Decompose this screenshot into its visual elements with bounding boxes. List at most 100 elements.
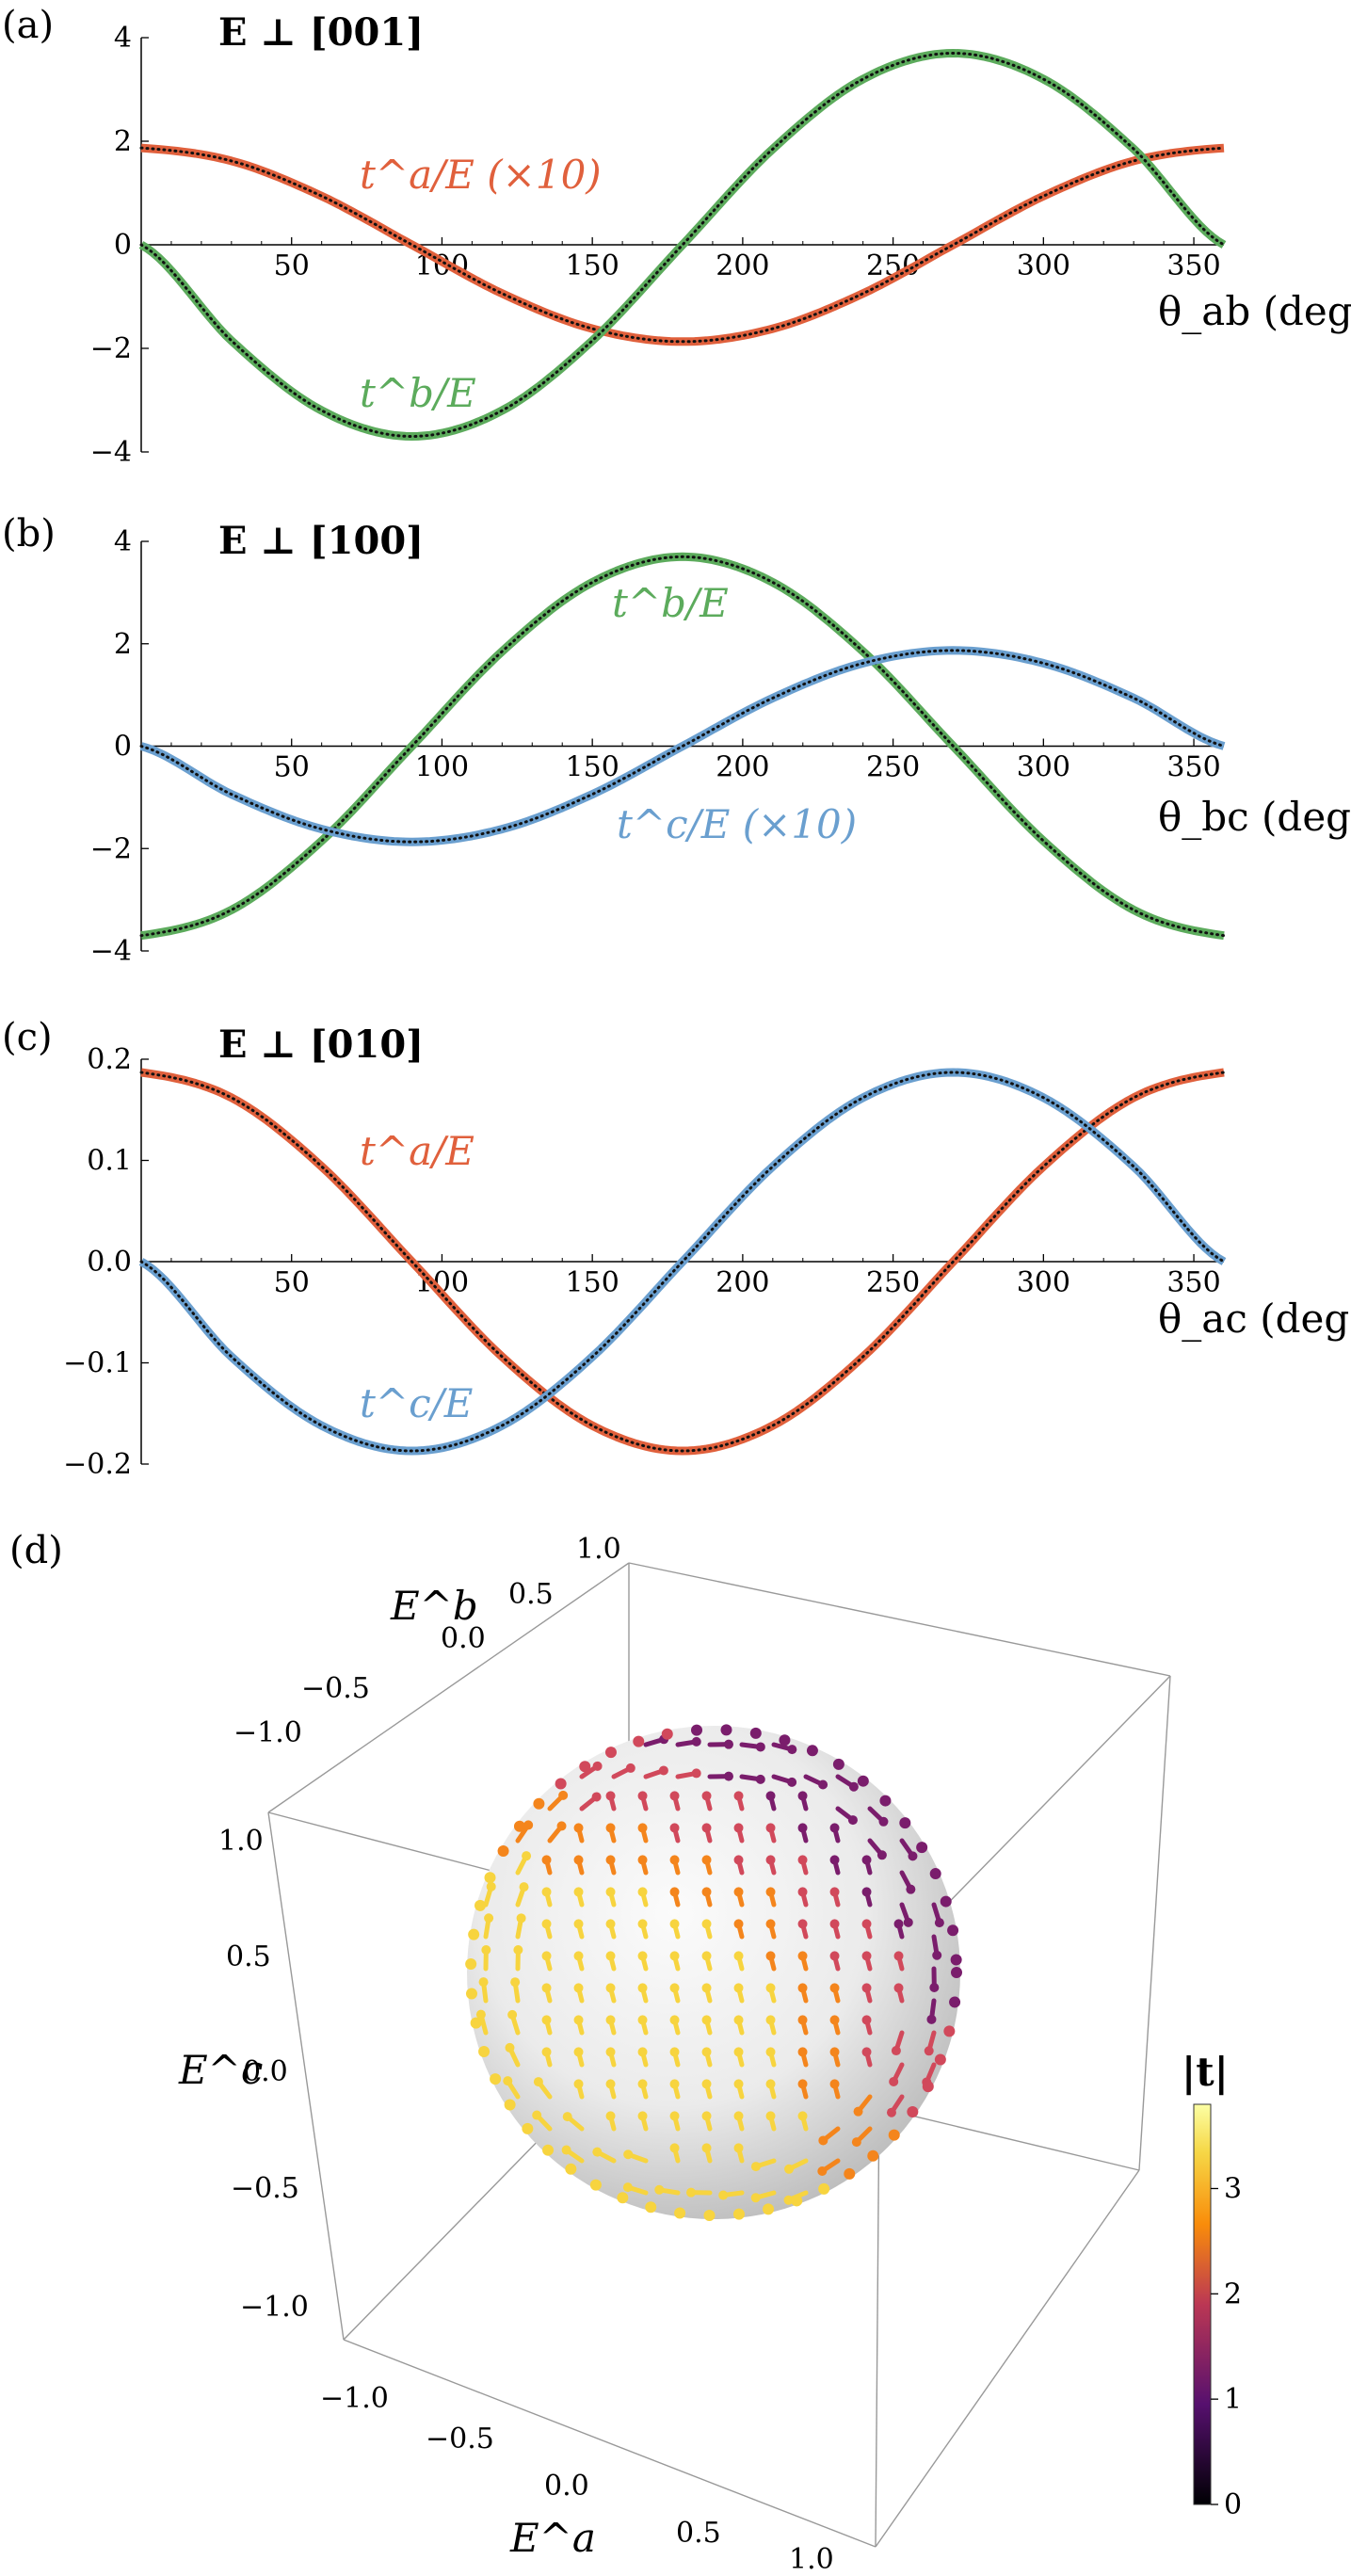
x-tick-label: 350	[1166, 1266, 1220, 1299]
box-edge	[629, 1563, 1170, 1676]
rim-arrow	[867, 2150, 878, 2162]
panel-c-label-ta: t^a/E	[360, 1128, 474, 1174]
vector-arrow-head	[926, 2015, 936, 2024]
rim-arrow	[490, 2073, 501, 2085]
ea-tick: −1.0	[320, 2382, 389, 2415]
vector-arrow-head	[670, 2079, 680, 2088]
vector-arrow-head	[798, 1823, 808, 1832]
vector-arrow-head	[798, 2047, 808, 2056]
rim-arrow	[779, 1734, 790, 1746]
vector-arrow-head	[510, 1977, 520, 1987]
vector-arrow-head	[852, 2137, 861, 2147]
vector-arrow-head	[606, 2047, 616, 2056]
x-tick-label: 200	[716, 1266, 769, 1299]
ec-axis: 1.0 0.5 0.0 −0.5 −1.0 E^c	[178, 1825, 309, 2324]
y-tick-label: 0.0	[87, 1246, 132, 1279]
rim-arrow	[941, 1896, 952, 1908]
vector-arrow-head	[734, 2015, 744, 2024]
vector-arrow-head	[638, 2047, 648, 2056]
vector-arrow-head	[702, 2143, 712, 2152]
x-tick-label: 50	[274, 250, 310, 282]
vector-arrow-head	[798, 2015, 808, 2024]
vector-arrow-head	[702, 1951, 712, 1960]
vector-arrow-head	[659, 1765, 668, 1775]
vector-arrow-head	[935, 1918, 944, 1927]
ea-axis-label: E^a	[509, 2515, 596, 2561]
rim-arrow	[605, 1747, 617, 1758]
colorbar-title: |t|	[1182, 2049, 1229, 2095]
eb-axis: 1.0 0.5 0.0 −0.5 −1.0 E^b	[233, 1533, 621, 1749]
vector-arrow-head	[756, 1775, 765, 1784]
vector-arrow-head	[702, 1855, 712, 1864]
rim-arrow	[542, 2145, 554, 2156]
vector-arrow-head	[862, 1855, 872, 1864]
vector-arrow-head	[702, 1823, 712, 1832]
y-tick-label: −2	[90, 832, 132, 865]
vector-arrow-head	[686, 2188, 696, 2198]
vector-arrow-head	[670, 2111, 680, 2120]
vector-arrow-head	[908, 1851, 917, 1860]
vector-arrow-head	[830, 2079, 840, 2088]
vector-arrow-head	[734, 2111, 744, 2120]
vector-arrow-head	[766, 1887, 776, 1896]
ea-tick: −0.5	[426, 2423, 494, 2455]
colorbar-tick-label: 1	[1224, 2383, 1242, 2416]
y-tick-label: 0	[114, 229, 132, 262]
vector-arrow-head	[702, 2079, 712, 2088]
box-edge	[344, 2340, 876, 2547]
vector-arrow-head	[862, 1919, 872, 1928]
rim-arrow	[514, 1821, 525, 1832]
rim-arrow	[555, 1778, 567, 1789]
eb-tick: −1.0	[233, 1716, 302, 1749]
vector-arrow-head	[862, 1887, 872, 1896]
vector-arrow-head	[574, 1823, 584, 1832]
vector-arrow-head	[606, 2079, 616, 2088]
rim-arrow	[579, 1761, 590, 1772]
rim-arrow	[617, 2192, 628, 2203]
vector-arrow-head	[894, 1951, 904, 1960]
vector-arrow-head	[766, 2015, 776, 2024]
vector-arrow-head	[887, 2108, 896, 2117]
vector-arrow-head	[756, 1742, 765, 1751]
rim-arrow	[478, 2046, 490, 2057]
vector-arrow-head	[784, 2165, 794, 2174]
eb-tick: 1.0	[576, 1533, 621, 1566]
vector-arrow-head	[592, 1792, 602, 1801]
vector-arrow-head	[505, 2043, 514, 2053]
vector-arrow-head	[626, 1763, 635, 1773]
vector-arrow-head	[734, 1823, 744, 1832]
rim-arrow	[590, 2180, 602, 2191]
vector-arrow-head	[542, 2015, 552, 2024]
vector-arrow-head	[593, 1762, 603, 1771]
rim-arrow	[791, 2195, 802, 2206]
rim-arrow	[565, 2164, 576, 2175]
vector-arrow-head	[830, 1919, 840, 1928]
panel-b-condition: E ⊥ [100]	[218, 519, 424, 563]
vector-arrow-head	[574, 1951, 584, 1960]
ec-tick: 1.0	[218, 1825, 264, 1858]
vector-arrow-head	[702, 2015, 712, 2024]
vector-arrow-head	[479, 1977, 489, 1987]
x-tick-label: 300	[1017, 250, 1070, 282]
vector-arrow-head	[503, 2076, 512, 2085]
vector-arrow-head	[830, 1887, 840, 1896]
vector-arrow-head	[606, 2111, 616, 2120]
rim-arrow	[889, 2130, 900, 2141]
rim-arrow	[916, 1842, 927, 1853]
vector-arrow-head	[574, 2047, 584, 2056]
vector-arrow-head	[606, 1887, 616, 1896]
rim-arrow	[691, 1725, 702, 1736]
vector-arrow-head	[932, 1951, 941, 1960]
vector-arrow-head	[606, 1983, 616, 1992]
vector-arrow-head	[734, 2143, 744, 2152]
vector-arrow-head	[724, 1772, 733, 1781]
vector-arrow-head	[670, 1823, 680, 1832]
vector-arrow-head	[542, 1887, 552, 1896]
panel-b-label-tc: t^c/E (×10)	[617, 801, 857, 847]
vector-arrow-head	[751, 2162, 761, 2171]
vector-arrow-head	[692, 1768, 701, 1778]
vector-arrow-head	[734, 1983, 744, 1992]
vector-arrow-head	[532, 2111, 541, 2120]
rim-arrow	[818, 2183, 829, 2195]
